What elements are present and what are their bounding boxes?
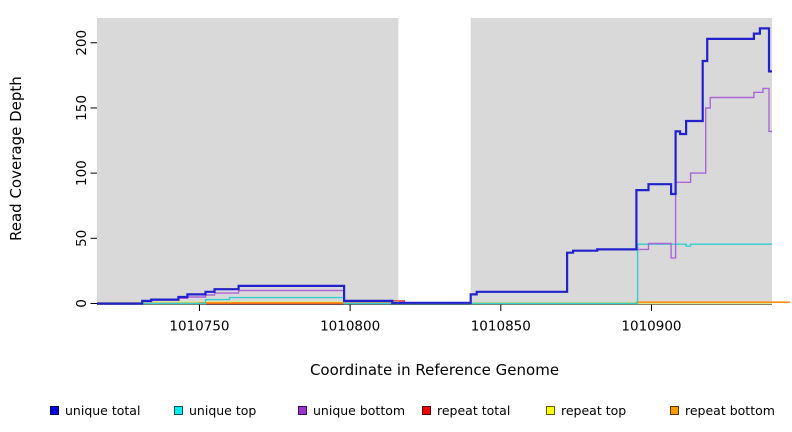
- legend-swatch: [422, 405, 431, 415]
- x-tick-label: 1010850: [471, 319, 531, 335]
- legend-swatch: [50, 405, 59, 415]
- y-axis-label: Read Coverage Depth: [7, 76, 25, 241]
- y-tick-label: 150: [74, 95, 90, 121]
- y-tick-label: 0: [74, 299, 90, 308]
- y-tick-label: 100: [74, 160, 90, 186]
- legend-label: unique total: [65, 402, 141, 418]
- legend-swatch: [174, 405, 183, 415]
- legend-item-repeat-bottom: repeat bottom: [670, 403, 792, 418]
- y-tick-label: 50: [74, 230, 90, 247]
- legend-swatch: [546, 405, 555, 415]
- x-tick-label: 1010800: [320, 319, 380, 335]
- legend-label: unique top: [189, 402, 257, 418]
- series-unique-total: [97, 27, 772, 305]
- y-tick-label: 200: [74, 30, 90, 56]
- legend-item-repeat-top: repeat top: [546, 403, 670, 418]
- masked-region: [398, 18, 471, 304]
- x-tick-label: 1010750: [169, 319, 229, 335]
- legend-swatch: [670, 405, 679, 415]
- x-tick-label: 1010900: [621, 319, 681, 335]
- x-axis-label: Coordinate in Reference Genome: [309, 361, 560, 379]
- legend-label: repeat top: [561, 402, 627, 418]
- legend-label: unique bottom: [313, 402, 406, 418]
- legend-item-unique-total: unique total: [50, 403, 174, 418]
- series-unique-top: [97, 243, 772, 305]
- legend-item-unique-top: unique top: [174, 403, 298, 418]
- chart-legend: unique total unique top unique bottom repea…: [50, 400, 792, 420]
- legend-item-unique-bottom: unique bottom: [298, 403, 422, 418]
- legend-item-repeat-total: repeat total: [422, 403, 546, 418]
- legend-swatch: [298, 405, 307, 415]
- legend-label: repeat total: [437, 402, 511, 418]
- legend-label: repeat bottom: [685, 402, 775, 418]
